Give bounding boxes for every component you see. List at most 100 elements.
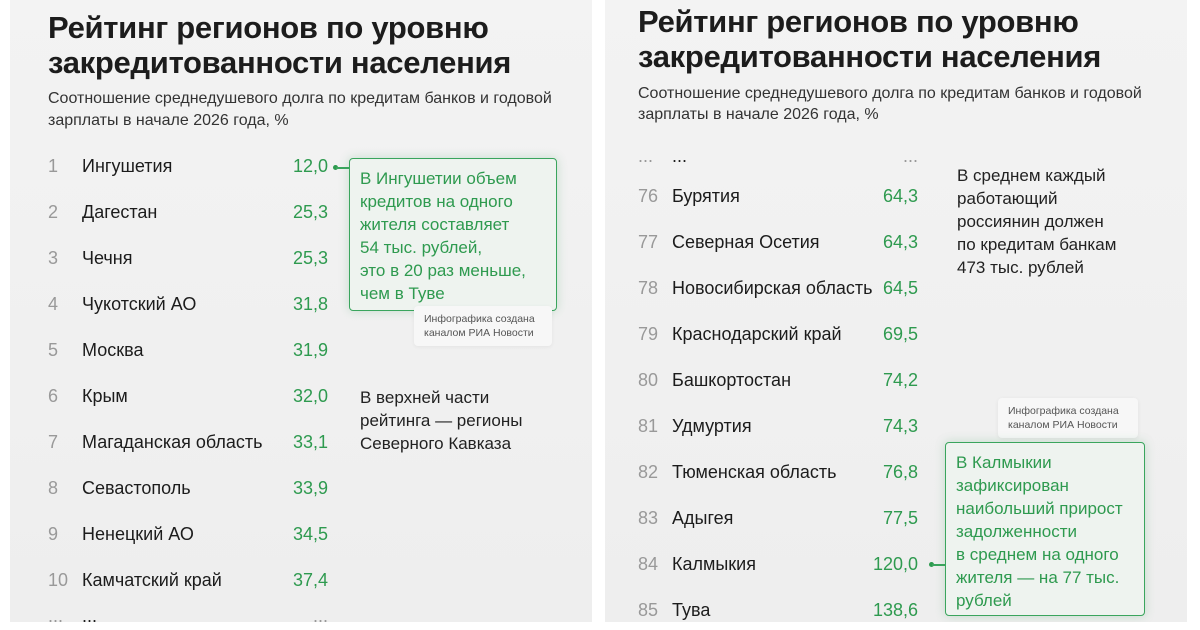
subtitle-line-2: зарплаты в начале 2026 года, %: [48, 112, 289, 129]
rank-number: 85: [638, 600, 659, 620]
ratio-value: 74,3: [882, 416, 918, 436]
text-line: В Калмыкии: [956, 453, 1052, 472]
rank-number: 82: [638, 462, 659, 482]
ratio-value: 69,5: [882, 324, 918, 344]
region-name: Краснодарский край: [672, 324, 842, 344]
region-name: Камчатский край: [82, 570, 222, 590]
credit-label: Инфографика создана каналом РИА Новости: [998, 398, 1138, 438]
rank-number: 77: [638, 232, 659, 252]
text-line: В верхней части: [360, 388, 490, 407]
region-name: Тува: [672, 600, 711, 620]
ratio-value: 120,0: [872, 554, 918, 574]
subtitle-line-1: Соотношение среднедушевого долга по кред…: [48, 90, 552, 107]
ratio-value: 31,9: [292, 340, 328, 360]
text-line: зафиксирован: [956, 476, 1069, 495]
text-line: по кредитам банкам: [957, 235, 1117, 254]
region-name: Чечня: [82, 248, 133, 268]
ranking-row: 3 Чечня 25,3: [48, 246, 328, 270]
rank-number: 1: [48, 156, 59, 176]
ratio-value: 64,3: [882, 232, 918, 252]
credit-label: Инфографика создана каналом РИА Новости: [414, 306, 552, 346]
ranking-row: 83 Адыгея 77,5: [638, 506, 918, 530]
text-line: В Ингушетии объем: [360, 169, 517, 188]
rank-number: 5: [48, 340, 59, 360]
ratio-value: 25,3: [292, 248, 328, 268]
region-name: Москва: [82, 340, 144, 360]
rank-number: 8: [48, 478, 59, 498]
region-name: Адыгея: [672, 508, 734, 528]
ranking-row: 81 Удмуртия 74,3: [638, 414, 918, 438]
ellipsis-row: ... ... ...: [48, 606, 328, 622]
rank-number: 78: [638, 278, 659, 298]
callout-connector: [932, 564, 946, 566]
ratio-value: 77,5: [882, 508, 918, 528]
rank-number: 2: [48, 202, 59, 222]
ratio-value: 31,8: [292, 294, 328, 314]
title-line-2: закредитованности населения: [638, 39, 1102, 74]
callout-connector: [336, 167, 350, 169]
ratio-value: 12,0: [292, 156, 328, 176]
ranking-row: 9 Ненецкий АО 34,5: [48, 522, 328, 546]
ranking-row: 5 Москва 31,9: [48, 338, 328, 362]
text-line: В среднем каждый: [957, 166, 1106, 185]
ranking-row: 80 Башкортостан 74,2: [638, 368, 918, 392]
ranking-row: 76 Бурятия 64,3: [638, 184, 918, 208]
ratio-value: 138,6: [872, 600, 918, 620]
rank-number: 6: [48, 386, 59, 406]
region-name: Ненецкий АО: [82, 524, 194, 544]
ranking-row: 8 Севастополь 33,9: [48, 476, 328, 500]
ratio-value: 33,1: [292, 432, 328, 452]
ranking-row: 84 Калмыкия 120,0: [638, 552, 918, 576]
ratio-value: 25,3: [292, 202, 328, 222]
note-north-caucasus: В верхней части рейтинга — регионы Северно…: [360, 386, 522, 455]
ranking-row: 4 Чукотский АО 31,8: [48, 292, 328, 316]
callout-dot: [333, 165, 338, 170]
infographic-panel-top: Рейтинг регионов по уровню закредитованн…: [10, 0, 592, 622]
text-line: рейтинга — регионы: [360, 411, 523, 430]
ranking-row: 10 Камчатский край 37,4: [48, 568, 328, 592]
text-line: жителя составляет: [360, 215, 510, 234]
text-line: наибольший прирост: [956, 499, 1123, 518]
ratio-value: 64,3: [882, 186, 918, 206]
rank-number: 79: [638, 324, 659, 344]
ratio-value: 34,5: [292, 524, 328, 544]
note-average-debt: В среднем каждый работающий россиянин долж…: [957, 164, 1116, 279]
region-name: Севастополь: [82, 478, 191, 498]
ranking-row: 79 Краснодарский край 69,5: [638, 322, 918, 346]
region-name: Тюменская область: [672, 462, 837, 482]
region-name: Северная Осетия: [672, 232, 820, 252]
rank-number: 7: [48, 432, 59, 452]
ranking-row: 78 Новосибирская область 64,5: [638, 276, 918, 300]
ratio-value: 74,2: [882, 370, 918, 390]
text-line: работающий: [957, 189, 1058, 208]
text-line: 473 тыс. рублей: [957, 258, 1084, 277]
text-line: жителя — на 77 тыс.: [956, 568, 1120, 587]
rank-number: 80: [638, 370, 659, 390]
ranking-row: 77 Северная Осетия 64,3: [638, 230, 918, 254]
callout-kalmykia: В Калмыкии зафиксирован наибольший прирост…: [945, 442, 1145, 616]
ranking-row: 2 Дагестан 25,3: [48, 200, 328, 224]
rank-number: 10: [48, 570, 69, 590]
text-line: в среднем на одного: [956, 545, 1119, 564]
region-name: Чукотский АО: [82, 294, 197, 314]
infographic-panel-bottom: Рейтинг регионов по уровню закредитованн…: [605, 0, 1187, 622]
text-line: кредитов на одного: [360, 192, 513, 211]
text-line: Северного Кавказа: [360, 434, 512, 453]
ratio-value: 32,0: [292, 386, 328, 406]
ratio-value: 37,4: [292, 570, 328, 590]
rank-number: 3: [48, 248, 59, 268]
rank-number: 81: [638, 416, 659, 436]
rank-number: 9: [48, 524, 59, 544]
rank-number: 84: [638, 554, 659, 574]
ellipsis-row: ... ... ...: [638, 146, 918, 166]
rank-number: 83: [638, 508, 659, 528]
title-line-2: закредитованности населения: [48, 45, 512, 80]
ratio-value: 64,5: [882, 278, 918, 298]
region-name: Ингушетия: [82, 156, 173, 176]
subtitle-line-2: зарплаты в начале 2026 года, %: [638, 106, 879, 123]
text-line: 54 тыс. рублей,: [360, 238, 483, 257]
region-name: Бурятия: [672, 186, 740, 206]
ranking-row: 6 Крым 32,0: [48, 384, 328, 408]
callout-ingushetia: В Ингушетии объем кредитов на одного жител…: [349, 158, 557, 311]
rank-number: 76: [638, 186, 659, 206]
